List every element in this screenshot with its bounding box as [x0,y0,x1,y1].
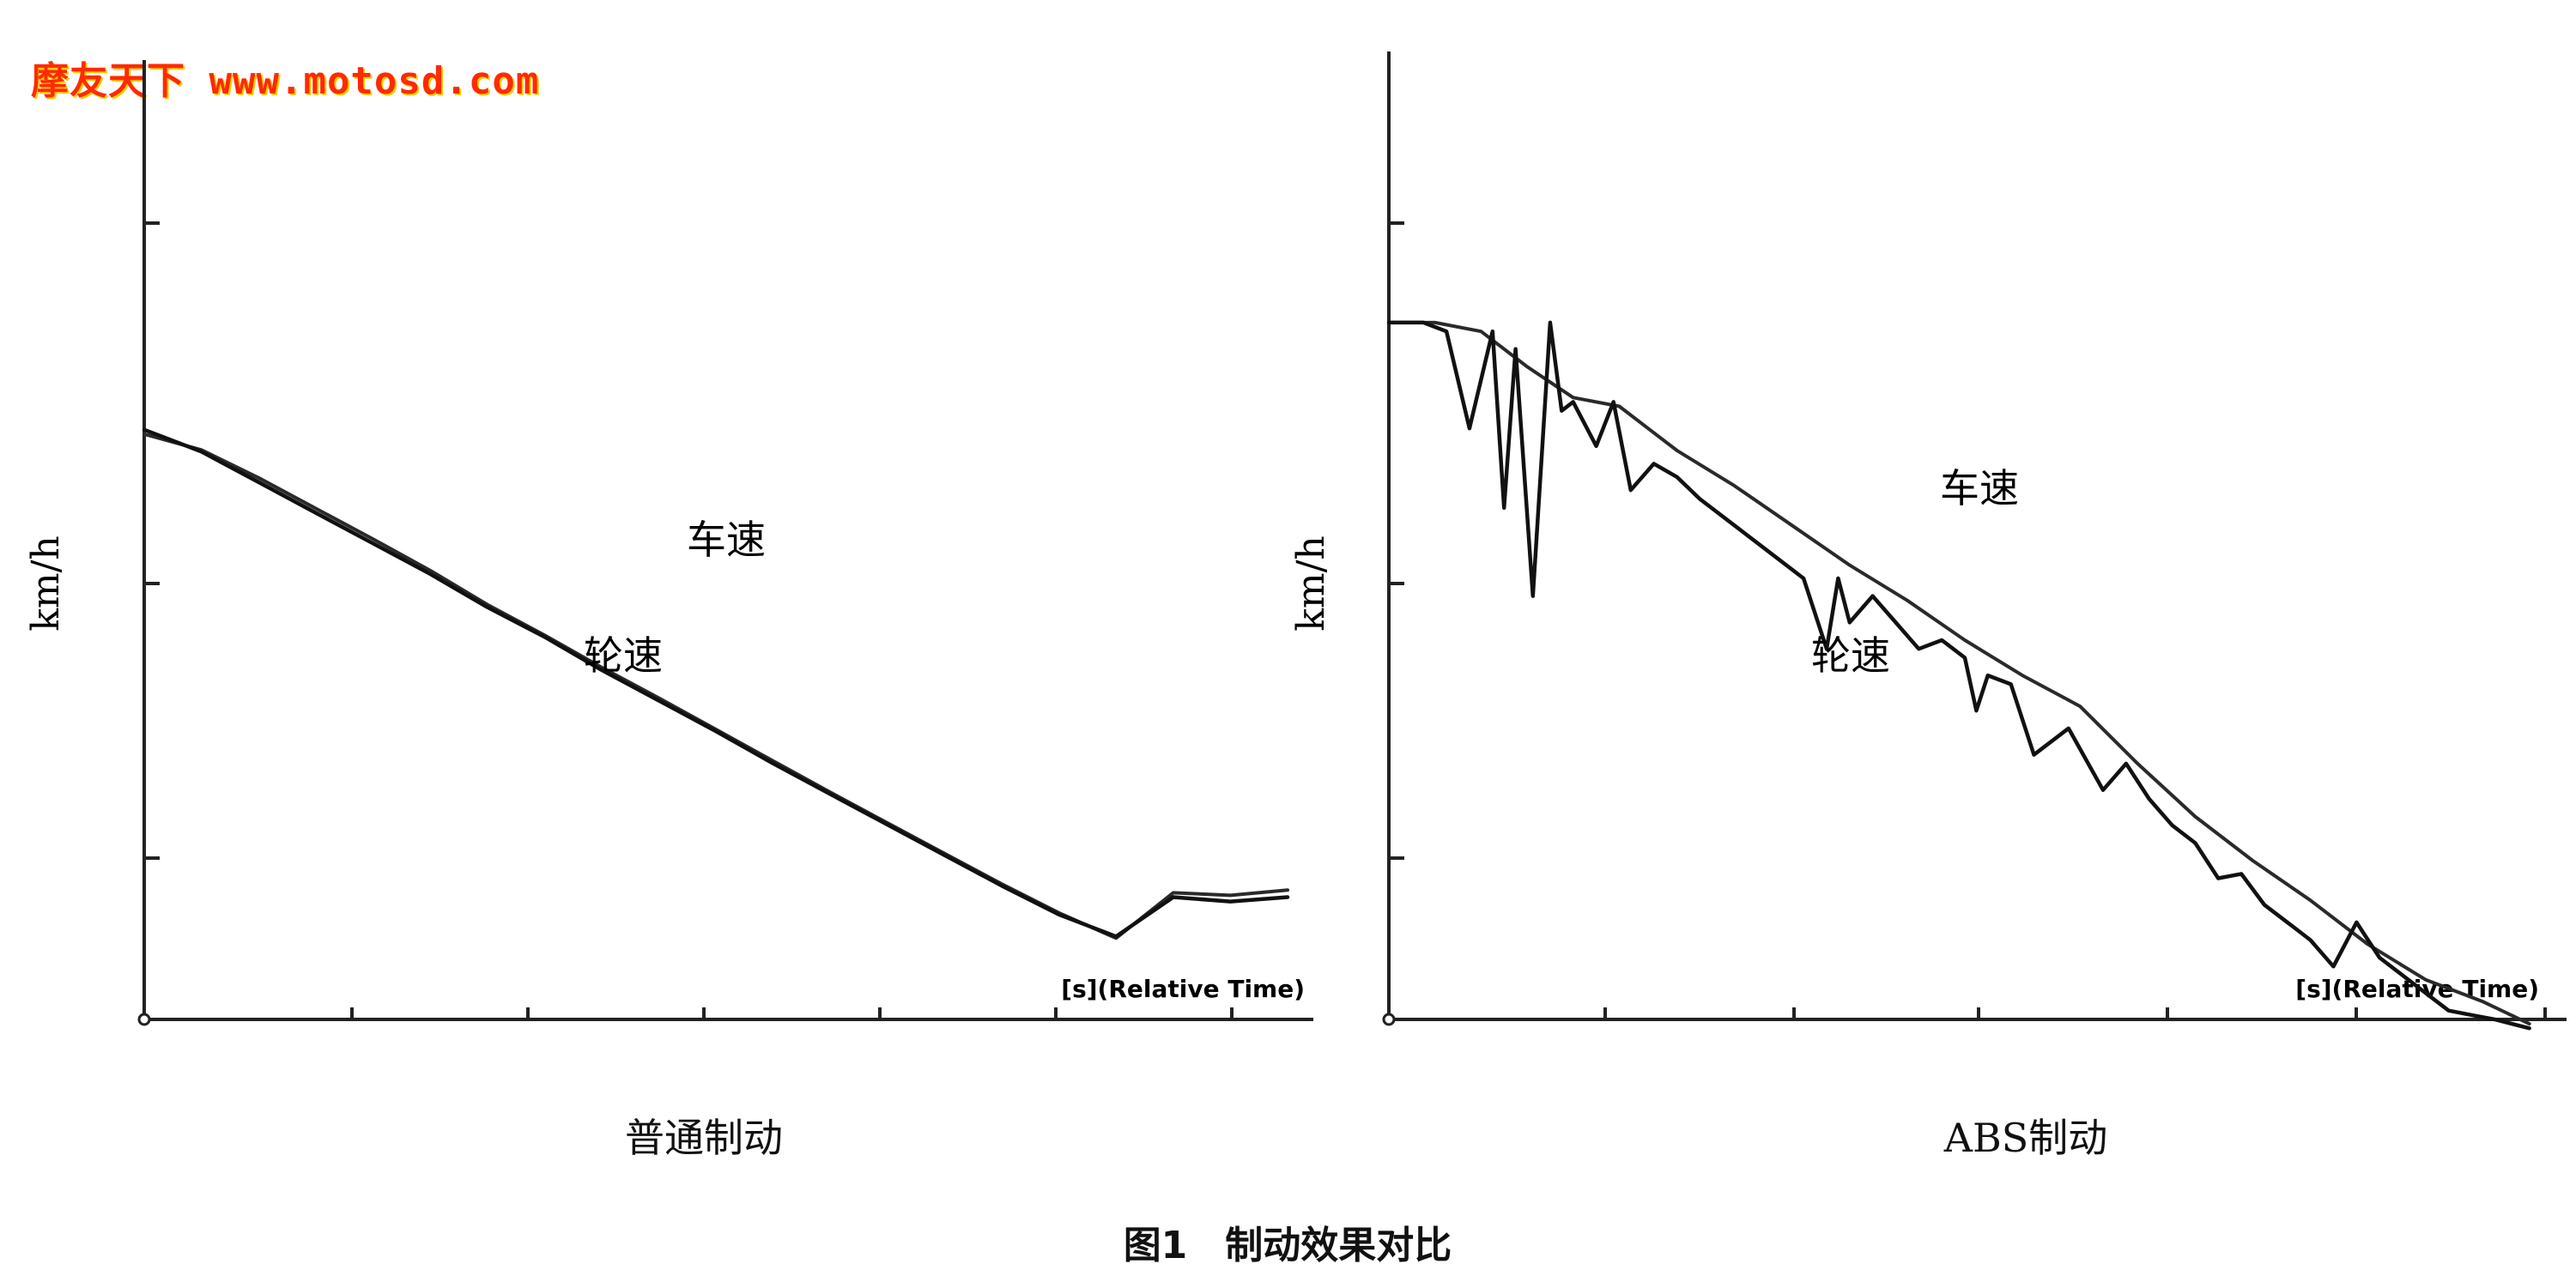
axis-origin [137,1013,151,1026]
caption-normal-braking: 普通制动 [625,1115,783,1161]
figure-title: 图1 制动效果对比 [1123,1224,1452,1267]
series-line-wheel-speed [1386,320,2531,1031]
annotation-wheel-speed: 轮速 [584,632,663,679]
caption-abs-braking: ABS制动 [1943,1115,2108,1161]
y-axis-label: km/h [1289,535,1333,632]
watermark: 摩友天下 www.motosd.com [31,59,540,103]
annotation-vehicle-speed: 车速 [1940,465,2019,511]
series-line-wheel-speed [142,427,1290,939]
series-line-vehicle-speed [142,432,1289,940]
axis-origin [1382,1013,1396,1026]
y-axis-label: km/h [24,535,68,632]
annotation-vehicle-speed: 车速 [687,517,766,563]
annotation-wheel-speed: 轮速 [1811,632,1890,679]
series-line-vehicle-speed [1387,320,2531,1026]
x-axis-label: [s](Relative Time) [1061,975,1305,1003]
